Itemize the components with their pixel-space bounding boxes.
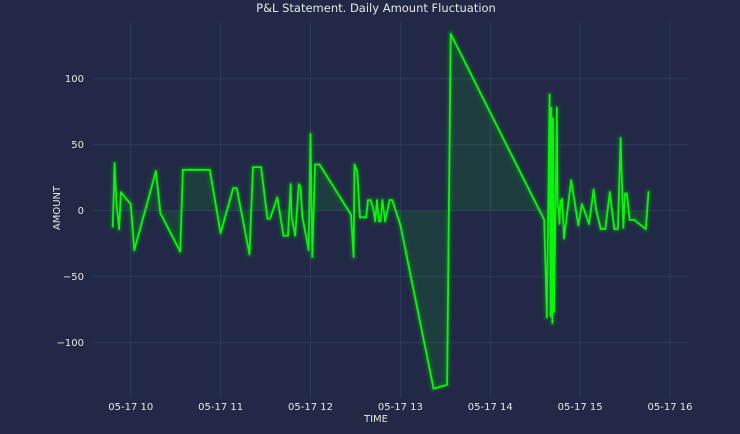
x-tick-label: 05-17 12 xyxy=(288,402,333,413)
x-axis: 05-17 10 05-17 11 05-17 12 05-17 13 05-17 14… xyxy=(108,402,692,413)
y-tick-label: 50 xyxy=(71,140,84,151)
y-tick-label: 100 xyxy=(65,74,84,85)
x-tick-label: 05-17 15 xyxy=(558,402,603,413)
x-tick-label: 05-17 10 xyxy=(108,402,153,413)
y-tick-label: 0 xyxy=(78,206,84,217)
chart-title: P&L Statement. Daily Amount Fluctuation xyxy=(256,1,496,15)
y-tick-label: −50 xyxy=(63,272,84,283)
series-line xyxy=(111,33,650,390)
x-tick-label: 05-17 16 xyxy=(648,402,693,413)
y-axis: −100 −50 0 50 100 xyxy=(57,74,84,349)
x-tick-label: 05-17 11 xyxy=(198,402,243,413)
y-tick-label: −100 xyxy=(57,338,84,349)
x-tick-label: 05-17 14 xyxy=(468,402,513,413)
x-axis-label: TIME xyxy=(363,414,388,425)
y-axis-label: AMOUNT xyxy=(52,185,63,230)
x-tick-label: 05-17 13 xyxy=(378,402,423,413)
chart-line-layer xyxy=(111,33,650,390)
